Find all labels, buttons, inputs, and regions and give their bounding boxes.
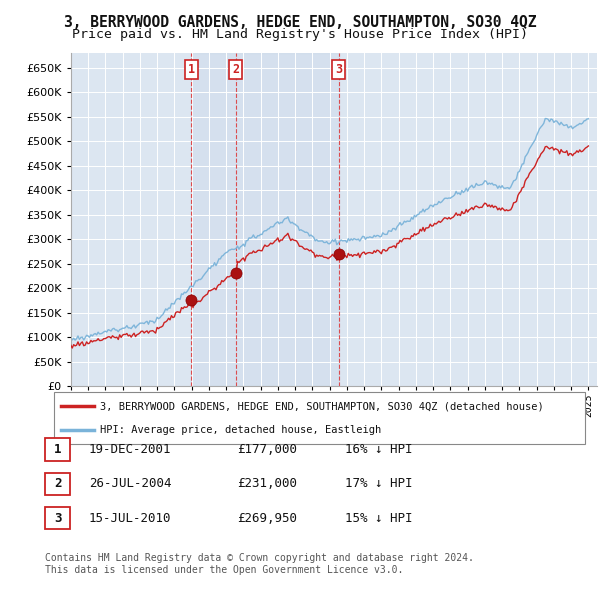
Text: 17% ↓ HPI: 17% ↓ HPI [345,477,413,490]
Text: £231,000: £231,000 [237,477,297,490]
Text: 26-JUL-2004: 26-JUL-2004 [89,477,172,490]
Text: HPI: Average price, detached house, Eastleigh: HPI: Average price, detached house, East… [100,425,382,435]
Text: 3, BERRYWOOD GARDENS, HEDGE END, SOUTHAMPTON, SO30 4QZ: 3, BERRYWOOD GARDENS, HEDGE END, SOUTHAM… [64,15,536,30]
Text: £177,000: £177,000 [237,443,297,456]
Text: Price paid vs. HM Land Registry's House Price Index (HPI): Price paid vs. HM Land Registry's House … [72,28,528,41]
Text: 15% ↓ HPI: 15% ↓ HPI [345,512,413,525]
Text: £269,950: £269,950 [237,512,297,525]
Text: Contains HM Land Registry data © Crown copyright and database right 2024.
This d: Contains HM Land Registry data © Crown c… [45,553,474,575]
Text: 3, BERRYWOOD GARDENS, HEDGE END, SOUTHAMPTON, SO30 4QZ (detached house): 3, BERRYWOOD GARDENS, HEDGE END, SOUTHAM… [100,401,544,411]
Text: 1: 1 [187,63,194,76]
Text: 2: 2 [54,477,61,490]
Bar [191,53,339,386]
Text: 3: 3 [54,512,61,525]
Text: 3: 3 [335,63,343,76]
Text: 16% ↓ HPI: 16% ↓ HPI [345,443,413,456]
Text: 19-DEC-2001: 19-DEC-2001 [89,443,172,456]
Text: 2: 2 [232,63,239,76]
Text: 15-JUL-2010: 15-JUL-2010 [89,512,172,525]
Text: 1: 1 [54,443,61,456]
